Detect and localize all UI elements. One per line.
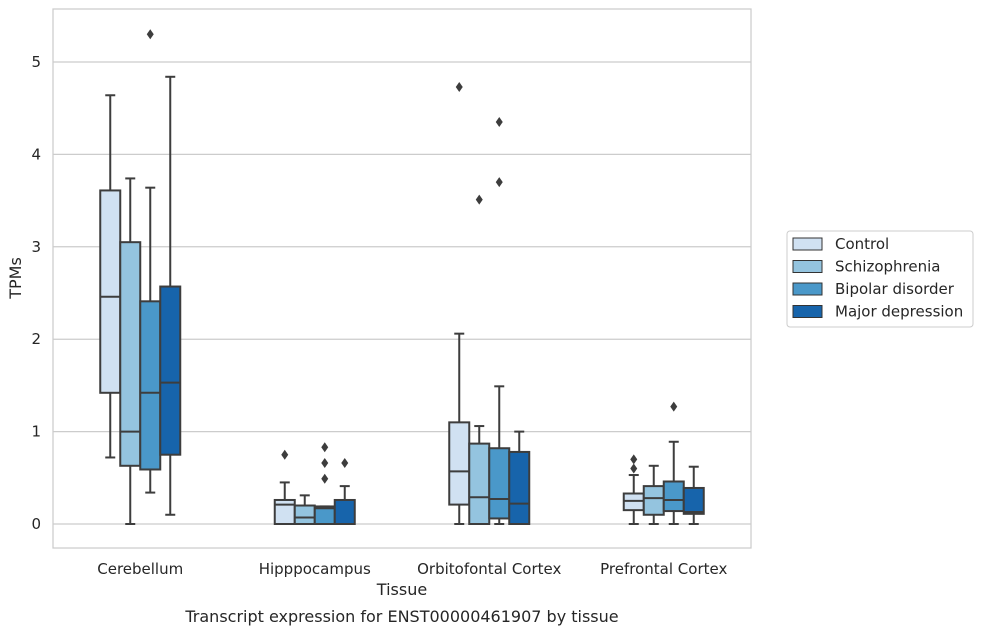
series-major-depression [159, 75, 705, 526]
box-bipolar-disorder-cerebellum [139, 29, 162, 494]
legend-swatch [792, 282, 823, 296]
legend-swatch [792, 305, 823, 318]
legend-label: Schizophrenia [835, 258, 940, 276]
outlier-point [670, 401, 678, 412]
outlier-point [321, 473, 329, 484]
outlier-point [630, 463, 638, 474]
box-major-depression-orbitofontal-cortex [508, 430, 531, 526]
legend-frame [786, 230, 974, 328]
box-series-layer [99, 29, 705, 526]
box-major-depression-cerebellum [159, 75, 182, 516]
legend-item-bipolar-disorder: Bipolar disorder [792, 280, 955, 298]
iqr-box [333, 498, 356, 526]
box-bipolar-disorder-hipppocampus [313, 442, 336, 525]
outlier-point [495, 177, 503, 188]
box-schizophrenia-hipppocampus [293, 494, 316, 525]
x-tick-label-orbitofontal-cortex: Orbitofontal Cortex [417, 560, 561, 578]
outlier-point [475, 194, 483, 205]
legend-label: Major depression [835, 303, 963, 321]
iqr-box [682, 486, 705, 515]
iqr-box [273, 498, 296, 526]
box-bipolar-disorder-prefrontal-cortex [662, 401, 685, 525]
box-control-cerebellum [99, 94, 122, 459]
outlier-point [495, 117, 503, 128]
box-bipolar-disorder-orbitofontal-cortex [488, 117, 511, 525]
x-tick-label-hipppocampus: Hipppocampus [259, 560, 371, 578]
x-axis-ticks: Cerebellum Hipppocampus Orbitofontal Corte… [97, 560, 727, 578]
outlier-point [321, 458, 329, 469]
legend: Control Schizophrenia Bipolar disorder Majo… [786, 230, 974, 328]
box-control-prefrontal-cortex [622, 454, 645, 525]
y-tick-label-2: 2 [31, 330, 41, 348]
x-axis-title: Tissue [376, 580, 427, 599]
iqr-box [642, 485, 665, 516]
y-tick-label-4: 4 [31, 145, 41, 163]
series-schizophrenia [119, 177, 665, 525]
iqr-box [139, 300, 162, 471]
chart-caption: Transcript expression for ENST0000046190… [184, 607, 618, 626]
iqr-box [488, 447, 511, 520]
legend-label: Bipolar disorder [835, 280, 955, 298]
iqr-box [448, 421, 471, 506]
outlier-point [341, 458, 349, 469]
box-control-orbitofontal-cortex [448, 81, 471, 525]
legend-label: Control [835, 235, 889, 253]
legend-swatch [792, 260, 823, 273]
box-major-depression-prefrontal-cortex [682, 465, 705, 525]
y-tick-label-3: 3 [31, 238, 41, 256]
legend-item-control: Control [792, 235, 889, 253]
outlier-point [321, 442, 329, 453]
series-bipolar-disorder [139, 29, 685, 525]
outlier-point [455, 81, 463, 92]
iqr-box [159, 285, 182, 456]
iqr-box [662, 480, 685, 513]
x-tick-label-cerebellum: Cerebellum [97, 560, 183, 578]
box-control-hipppocampus [273, 449, 296, 526]
y-tick-label-0: 0 [31, 515, 41, 533]
outlier-point [281, 449, 289, 460]
outlier-point [146, 29, 154, 40]
outlier-point [630, 454, 638, 465]
y-tick-label-5: 5 [31, 53, 41, 71]
iqr-box [468, 442, 491, 525]
box-schizophrenia-orbitofontal-cortex [468, 194, 491, 525]
box-major-depression-hipppocampus [333, 458, 356, 526]
box-schizophrenia-prefrontal-cortex [642, 464, 665, 525]
y-axis-title: TPMs [6, 257, 25, 300]
iqr-box [99, 189, 122, 394]
x-tick-label-prefrontal-cortex: Prefrontal Cortex [600, 560, 727, 578]
iqr-box [508, 450, 531, 526]
iqr-box [293, 504, 316, 525]
legend-swatch [792, 237, 823, 251]
legend-item-schizophrenia: Schizophrenia [792, 258, 940, 276]
y-tick-label-1: 1 [31, 423, 41, 441]
y-axis-ticks: 0 1 2 3 4 5 [31, 53, 41, 533]
plot-area-frame [52, 8, 752, 549]
series-control [99, 81, 645, 526]
legend-item-major-depression: Major depression [792, 303, 963, 321]
box-schizophrenia-cerebellum [119, 177, 142, 525]
